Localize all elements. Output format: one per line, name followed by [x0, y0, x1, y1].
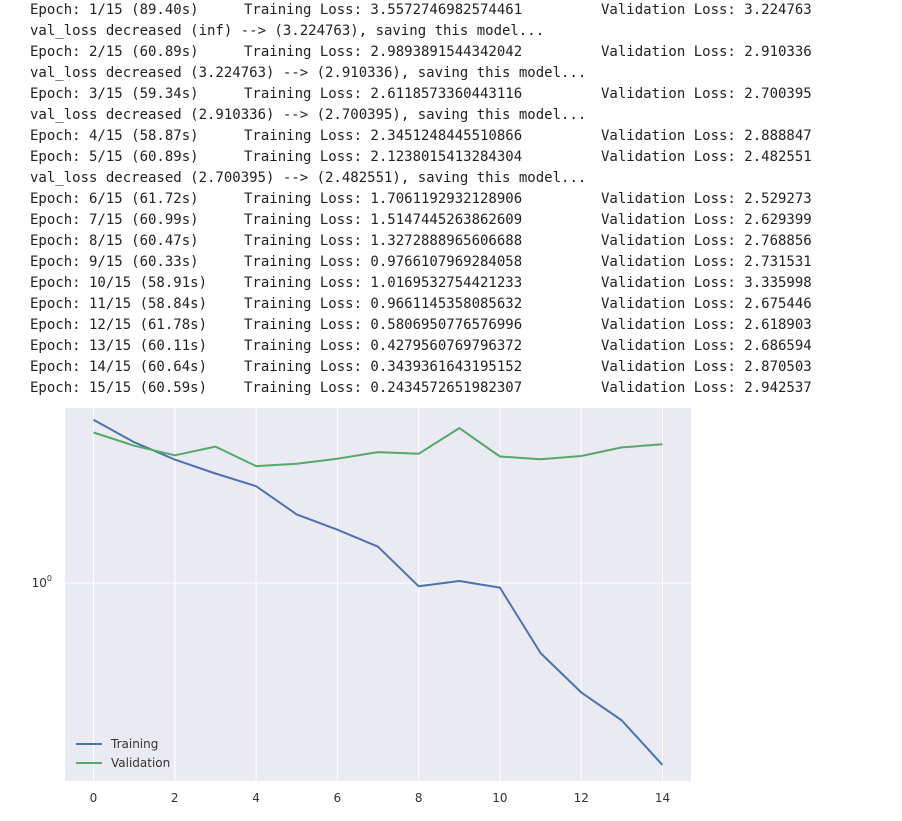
- validation-loss-text: Validation Loss: 2.870503: [601, 359, 812, 375]
- epoch-label: Epoch: 5/15 (60.89s): [30, 149, 199, 165]
- training-loss-text: Training Loss: 3.5572746982574461: [244, 2, 523, 18]
- plot-background: [65, 408, 691, 781]
- training-loss-text: Training Loss: 2.6118573360443116: [244, 86, 523, 102]
- epoch-log-line: Epoch: 1/15 (89.40s) Training Loss: 3.557…: [0, 0, 902, 21]
- epoch-log-line: Epoch: 9/15 (60.33s) Training Loss: 0.976…: [0, 252, 902, 273]
- message-text: val_loss decreased (inf) --> (3.224763),…: [30, 23, 545, 39]
- loss-plot: 0 2 4 6 8 10 12 14 100 Training Validation: [0, 398, 902, 816]
- training-loss-text: Training Loss: 2.1238015413284304: [244, 149, 523, 165]
- epoch-label: Epoch: 6/15 (61.72s): [30, 191, 199, 207]
- x-tick-label: 14: [655, 791, 670, 805]
- epoch-label: Epoch: 7/15 (60.99s): [30, 212, 199, 228]
- x-tick-label: 6: [334, 791, 342, 805]
- training-loss-text: Training Loss: 1.7061192932128906: [244, 191, 523, 207]
- validation-loss-text: Validation Loss: 2.482551: [601, 149, 812, 165]
- epoch-label: Epoch: 12/15 (61.78s): [30, 317, 208, 333]
- y-tick-label: 100: [32, 574, 52, 590]
- x-tick-label: 4: [252, 791, 260, 805]
- epoch-log-line: Epoch: 13/15 (60.11s) Training Loss: 0.42…: [0, 336, 902, 357]
- training-loss-text: Training Loss: 2.9893891544342042: [244, 44, 523, 60]
- x-tick-label: 12: [574, 791, 589, 805]
- epoch-log-line: Epoch: 11/15 (58.84s) Training Loss: 0.96…: [0, 294, 902, 315]
- training-log-output: Epoch: 1/15 (89.40s) Training Loss: 3.557…: [0, 0, 902, 399]
- legend-label-training: Training: [110, 737, 158, 751]
- training-loss-text: Training Loss: 2.3451248445510866: [244, 128, 523, 144]
- epoch-log-line: Epoch: 10/15 (58.91s) Training Loss: 1.01…: [0, 273, 902, 294]
- validation-loss-text: Validation Loss: 2.910336: [601, 44, 812, 60]
- training-loss-text: Training Loss: 0.9661145358085632: [244, 296, 523, 312]
- val-loss-decreased-message: val_loss decreased (inf) --> (3.224763),…: [0, 21, 902, 42]
- message-text: val_loss decreased (2.700395) --> (2.482…: [30, 170, 587, 186]
- epoch-log-line: Epoch: 6/15 (61.72s) Training Loss: 1.706…: [0, 189, 902, 210]
- series-line-validation: [93, 427, 663, 468]
- validation-loss-text: Validation Loss: 3.335998: [601, 275, 812, 291]
- training-loss-text: Training Loss: 1.3272888965606688: [244, 233, 523, 249]
- training-loss-text: Training Loss: 1.5147445263862609: [244, 212, 523, 228]
- validation-loss-text: Validation Loss: 2.529273: [601, 191, 812, 207]
- epoch-label: Epoch: 9/15 (60.33s): [30, 254, 199, 270]
- training-loss-text: Training Loss: 0.9766107969284058: [244, 254, 523, 270]
- training-loss-text: Training Loss: 0.5806950776576996: [244, 317, 523, 333]
- epoch-log-line: Epoch: 7/15 (60.99s) Training Loss: 1.514…: [0, 210, 902, 231]
- val-loss-decreased-message: val_loss decreased (2.700395) --> (2.482…: [0, 168, 902, 189]
- validation-loss-text: Validation Loss: 2.686594: [601, 338, 812, 354]
- validation-loss-text: Validation Loss: 2.888847: [601, 128, 812, 144]
- epoch-log-line: Epoch: 2/15 (60.89s) Training Loss: 2.989…: [0, 42, 902, 63]
- epoch-label: Epoch: 8/15 (60.47s): [30, 233, 199, 249]
- legend-label-validation: Validation: [111, 756, 170, 770]
- validation-loss-text: Validation Loss: 2.731531: [601, 254, 812, 270]
- y-tick-base: 10: [32, 576, 47, 590]
- epoch-log-line: Epoch: 3/15 (59.34s) Training Loss: 2.611…: [0, 84, 902, 105]
- training-loss-text: Training Loss: 0.4279560769796372: [244, 338, 523, 354]
- training-loss-text: Training Loss: 0.2434572651982307: [244, 380, 523, 396]
- training-loss-text: Training Loss: 1.0169532754421233: [244, 275, 523, 291]
- epoch-log-line: Epoch: 4/15 (58.87s) Training Loss: 2.345…: [0, 126, 902, 147]
- epoch-log-line: Epoch: 15/15 (60.59s) Training Loss: 0.24…: [0, 378, 902, 399]
- epoch-label: Epoch: 1/15 (89.40s): [30, 2, 199, 18]
- validation-loss-text: Validation Loss: 3.224763: [601, 2, 812, 18]
- epoch-label: Epoch: 11/15 (58.84s): [30, 296, 208, 312]
- x-tick-label: 8: [415, 791, 423, 805]
- validation-loss-text: Validation Loss: 2.675446: [601, 296, 812, 312]
- epoch-label: Epoch: 13/15 (60.11s): [30, 338, 208, 354]
- epoch-label: Epoch: 2/15 (60.89s): [30, 44, 199, 60]
- x-tick-label: 10: [492, 791, 507, 805]
- epoch-log-line: Epoch: 12/15 (61.78s) Training Loss: 0.58…: [0, 315, 902, 336]
- message-text: val_loss decreased (3.224763) --> (2.910…: [30, 65, 587, 81]
- series-line-training: [93, 418, 664, 766]
- val-loss-decreased-message: val_loss decreased (3.224763) --> (2.910…: [0, 63, 902, 84]
- epoch-label: Epoch: 14/15 (60.64s): [30, 359, 208, 375]
- epoch-label: Epoch: 15/15 (60.59s): [30, 380, 208, 396]
- epoch-log-line: Epoch: 14/15 (60.64s) Training Loss: 0.34…: [0, 357, 902, 378]
- x-tick-label: 2: [171, 791, 179, 805]
- y-tick-exponent: 0: [47, 574, 52, 583]
- message-text: val_loss decreased (2.910336) --> (2.700…: [30, 107, 587, 123]
- epoch-log-line: Epoch: 8/15 (60.47s) Training Loss: 1.327…: [0, 231, 902, 252]
- epoch-label: Epoch: 10/15 (58.91s): [30, 275, 208, 291]
- validation-loss-text: Validation Loss: 2.768856: [601, 233, 812, 249]
- epoch-label: Epoch: 3/15 (59.34s): [30, 86, 199, 102]
- validation-loss-text: Validation Loss: 2.618903: [601, 317, 812, 333]
- validation-loss-text: Validation Loss: 2.700395: [601, 86, 812, 102]
- validation-loss-text: Validation Loss: 2.629399: [601, 212, 812, 228]
- epoch-log-line: Epoch: 5/15 (60.89s) Training Loss: 2.123…: [0, 147, 902, 168]
- epoch-label: Epoch: 4/15 (58.87s): [30, 128, 199, 144]
- validation-loss-text: Validation Loss: 2.942537: [601, 380, 812, 396]
- x-tick-label: 0: [90, 791, 98, 805]
- training-loss-text: Training Loss: 0.3439361643195152: [244, 359, 523, 375]
- val-loss-decreased-message: val_loss decreased (2.910336) --> (2.700…: [0, 105, 902, 126]
